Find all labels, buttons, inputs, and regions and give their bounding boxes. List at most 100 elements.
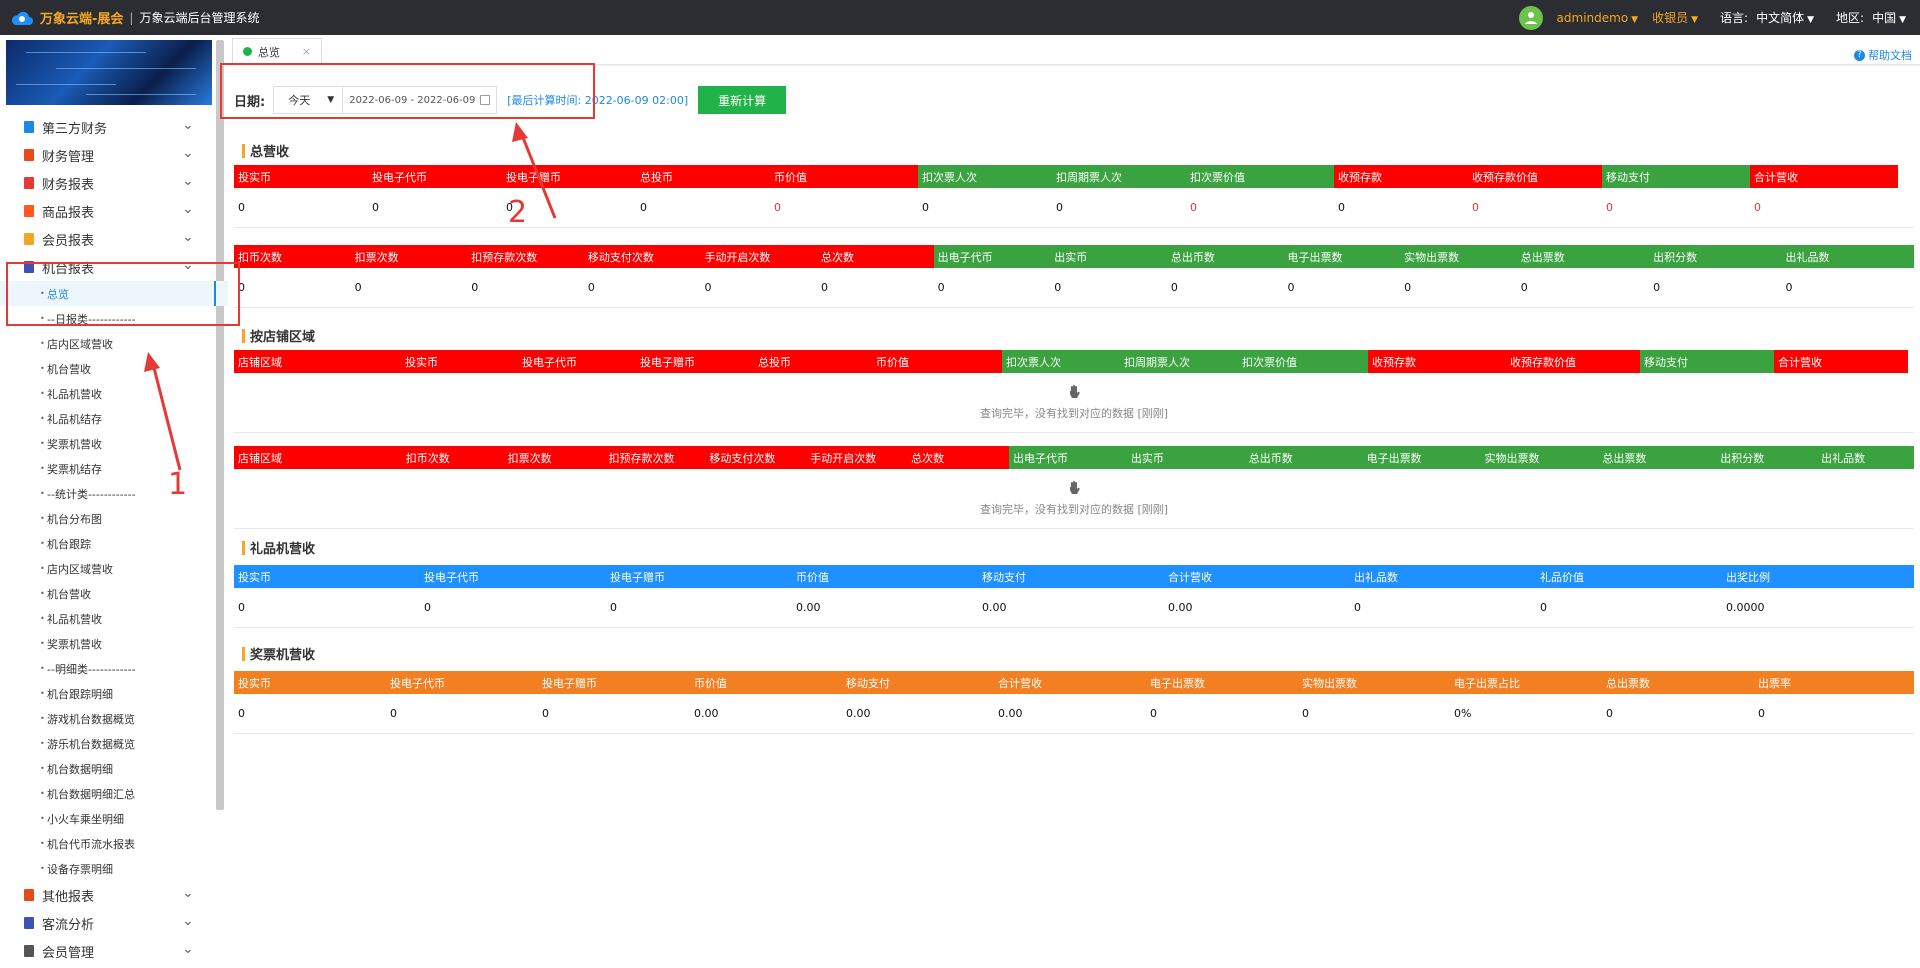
column-header: 扣票次数	[350, 245, 468, 268]
sidebar-item-top-5[interactable]: 机台报表 ⌄	[0, 253, 228, 281]
submenu-item-label: --日报类------------	[47, 312, 136, 326]
column-header: 投电子赠币	[538, 671, 690, 694]
language-label: 语言:	[1720, 11, 1749, 25]
bottom-menu-icon-2	[24, 945, 34, 957]
column-header: 扣次票人次	[918, 165, 1052, 188]
cloud-logo-icon	[10, 9, 34, 27]
submenu-item-12[interactable]: 机台营收	[0, 581, 228, 606]
table-cell: 0	[821, 281, 829, 294]
submenu-item-17[interactable]: 游戏机台数据概览	[0, 706, 228, 731]
table-cell: 0	[1785, 281, 1793, 294]
table-header-row: 投实币 投电子代币 投电子赠币 币价值 移动支付 合计营收 出礼品数 礼品价值 出奖比例	[234, 565, 1914, 588]
column-header: 移动支付	[1640, 350, 1774, 373]
table-cell: 0	[1054, 281, 1062, 294]
submenu-item-0[interactable]: 总览	[0, 281, 228, 306]
table-cell: 0	[1056, 201, 1063, 214]
submenu-item-22[interactable]: 机台代币流水报表	[0, 831, 228, 856]
column-header: 总次数	[907, 446, 1010, 469]
column-header: 总出币数	[1244, 446, 1363, 469]
sidebar-item-top-0[interactable]: 第三方财务 ⌄	[0, 113, 228, 141]
submenu-item-label: 游戏机台数据概览	[47, 712, 135, 726]
column-header: 扣次票人次	[1002, 350, 1120, 373]
submenu-item-9[interactable]: 机台分布图	[0, 506, 228, 531]
help-docs-link[interactable]: ? 帮助文档	[1854, 47, 1912, 63]
submenu-item-13[interactable]: 礼品机营收	[0, 606, 228, 631]
period-select[interactable]: 今天 ▼	[273, 86, 344, 114]
submenu-item-23[interactable]: 设备存票明细	[0, 856, 228, 881]
submenu-item-5[interactable]: 礼品机结存	[0, 406, 228, 431]
table-cell: 0	[424, 601, 431, 614]
chevron-down-icon: ⌄	[182, 257, 194, 273]
table-cell: 0	[238, 601, 245, 614]
sidebar-item-top-1[interactable]: 财务管理 ⌄	[0, 141, 228, 169]
submenu-item-6[interactable]: 奖票机营收	[0, 431, 228, 456]
tab-overview[interactable]: 总览 ×	[232, 38, 322, 64]
table-cell: 0	[1338, 201, 1345, 214]
period-value: 今天	[288, 94, 311, 107]
total-table-2: 扣币次数 扣票次数 扣预存款次数 移动支付次数 手动开启次数 总次数 出电子代币 出实币 总出币…	[234, 245, 1914, 308]
table-cell: 0	[238, 707, 245, 720]
recalculate-button[interactable]: 重新计算	[698, 86, 787, 114]
language-select[interactable]: 中文简体 ▼	[1756, 9, 1814, 26]
submenu-item-11[interactable]: 店内区域营收	[0, 556, 228, 581]
role-menu[interactable]: 收银员 ▼	[1652, 9, 1698, 26]
username-menu[interactable]: admindemo ▼	[1557, 11, 1639, 25]
submenu-item-21[interactable]: 小火车乘坐明细	[0, 806, 228, 831]
table-header-row: 店铺区域 投实币 投电子代币 投电子赠币 总投币 币价值 扣次票人次 扣周期票人次 扣次票价值收…	[234, 350, 1914, 373]
user-avatar[interactable]	[1518, 5, 1543, 30]
region-select[interactable]: 中国 ▼	[1872, 9, 1906, 26]
sidebar-item-bottom-0[interactable]: 其他报表 ⌄	[0, 881, 228, 909]
submenu-item-4[interactable]: 礼品机营收	[0, 381, 228, 406]
section-title-ticket: 奖票机营收	[242, 644, 315, 663]
column-header: 出实币	[1126, 446, 1245, 469]
arrow-head-1	[144, 352, 160, 372]
column-header: 手动开启次数	[700, 245, 818, 268]
column-header: 移动支付	[978, 565, 1164, 588]
table-row: 0 0 0 0.00 0.00 0.00 0 0 0% 0 0	[234, 694, 1914, 734]
submenu-item-label: 机台数据明细	[47, 762, 113, 776]
sidebar-item-top-4[interactable]: 会员报表 ⌄	[0, 225, 228, 253]
table-cell: 0	[640, 201, 647, 214]
top-menu-icon-3	[24, 205, 34, 217]
sidebar-item-top-2[interactable]: 财务报表 ⌄	[0, 169, 228, 197]
column-header: 收预存款价值	[1506, 350, 1640, 373]
table-cell: 0	[1302, 707, 1309, 720]
column-header: 总出票数	[1516, 245, 1650, 268]
top-menu-icon-4	[24, 233, 34, 245]
submenu-item-20[interactable]: 机台数据明细汇总	[0, 781, 228, 806]
table-row: 0 0 0 0.00 0.00 0.00 0 0 0.0000	[234, 588, 1914, 628]
sidebar-item-top-3[interactable]: 商品报表 ⌄	[0, 197, 228, 225]
top-menu-icon-5	[24, 261, 34, 273]
sidebar-banner-image	[6, 40, 212, 105]
sidebar: 第三方财务 ⌄ 财务管理 ⌄ 财务报表 ⌄ 商品报表 ⌄ 会员报表 ⌄ 机台报表 ⌄ 总览 --日报类--…	[0, 35, 228, 968]
column-header: 总投币	[636, 165, 770, 188]
language-value: 中文简体	[1756, 11, 1805, 25]
sidebar-item-bottom-2[interactable]: 会员管理 ⌄	[0, 937, 228, 965]
column-header: 出积分数	[1649, 245, 1782, 268]
column-header: 出奖比例	[1722, 565, 1914, 588]
chevron-down-icon: ▼	[1631, 14, 1639, 25]
total-table-1: 投实币 投电子代币 投电子赠币 总投币 币价值 扣次票人次 扣周期票人次 扣次票价值 收预存款收…	[234, 165, 1914, 228]
table-cell: 0	[542, 707, 549, 720]
submenu-item-10[interactable]: 机台跟踪	[0, 531, 228, 556]
empty-message: 查询完毕，没有找到对应的数据 [刚刚]	[979, 406, 1169, 420]
sidebar-item-bottom-1[interactable]: 客流分析 ⌄	[0, 909, 228, 937]
date-range-input[interactable]: 2022-06-09 - 2022-06-09	[343, 86, 498, 114]
close-icon[interactable]: ×	[301, 45, 311, 58]
table-cell: 0	[471, 281, 479, 294]
submenu-item-2[interactable]: 店内区域营收	[0, 331, 228, 356]
submenu-item-label: 店内区域营收	[47, 562, 113, 576]
annotation-box-2	[220, 63, 595, 119]
sidebar-item-label: 财务管理	[42, 149, 95, 165]
submenu-item-18[interactable]: 游乐机台数据概览	[0, 731, 228, 756]
submenu-item-14[interactable]: 奖票机营收	[0, 631, 228, 656]
submenu-item-19[interactable]: 机台数据明细	[0, 756, 228, 781]
table-cell: 0	[1404, 281, 1412, 294]
submenu-item-7[interactable]: 奖票机结存	[0, 456, 228, 481]
submenu-item-16[interactable]: 机台跟踪明细	[0, 681, 228, 706]
column-header: 扣次票价值	[1186, 165, 1334, 188]
submenu-item-3[interactable]: 机台营收	[0, 356, 228, 381]
sidebar-item-label: 第三方财务	[42, 121, 108, 137]
table-cell: 0	[1540, 601, 1547, 614]
table-cell: 0	[1754, 201, 1761, 214]
